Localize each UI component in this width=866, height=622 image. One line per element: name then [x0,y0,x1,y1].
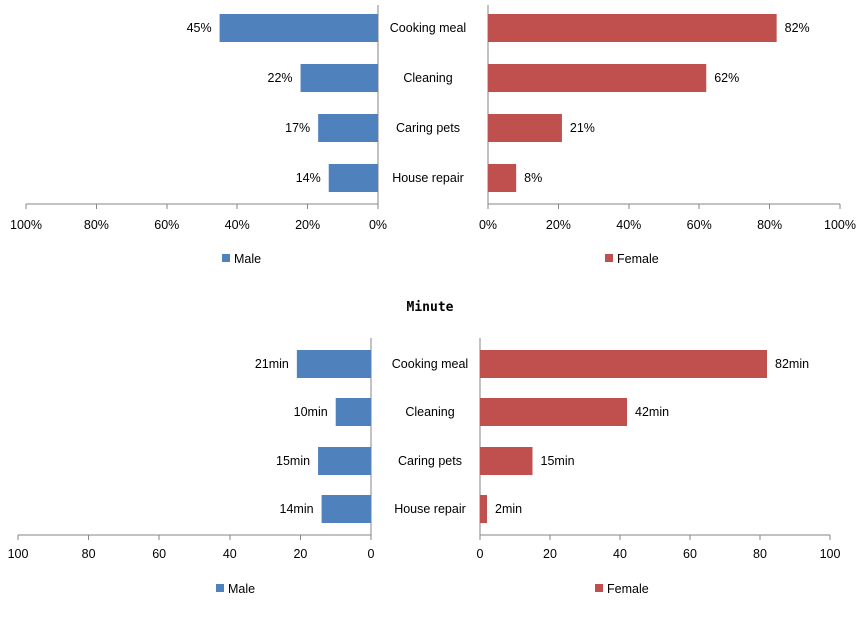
male-bar [318,447,371,475]
category-label: House repair [392,171,464,185]
right-tick-label: 80 [753,547,767,561]
male-data-label: 14min [280,502,314,516]
female-bar [480,495,487,523]
female-data-label: 21% [570,121,595,135]
female-bar [480,447,533,475]
category-label: Caring pets [398,454,462,468]
left-tick-label: 40 [223,547,237,561]
right-tick-label: 0% [479,218,497,232]
female-bar [480,398,627,426]
legend-swatch-female [605,254,613,262]
legend-label-male: Male [234,252,261,266]
male-bar [296,350,371,378]
category-label: Cooking meal [392,357,468,371]
right-tick-label: 60% [687,218,712,232]
male-data-label: 14% [296,171,321,185]
category-label: Cooking meal [390,21,466,35]
right-tick-label: 40% [616,218,641,232]
right-tick-label: 60 [683,547,697,561]
female-data-label: 42min [635,405,669,419]
female-bar [480,350,767,378]
male-data-label: 21min [255,357,289,371]
male-bar [335,398,371,426]
right-tick-label: 100% [824,218,856,232]
legend-label-female: Female [617,252,659,266]
male-bar [321,495,371,523]
female-bar [488,164,517,192]
male-data-label: 17% [285,121,310,135]
male-bar [300,64,378,92]
left-tick-label: 20 [293,547,307,561]
male-bar [328,164,378,192]
female-bar [488,114,562,142]
female-data-label: 2min [495,502,522,516]
category-label: Cleaning [403,71,452,85]
left-tick-label: 0 [368,547,375,561]
right-tick-label: 100 [820,547,841,561]
category-label: Caring pets [396,121,460,135]
male-data-label: 15min [276,454,310,468]
right-tick-label: 20 [543,547,557,561]
legend-label-female: Female [607,582,649,596]
left-tick-label: 20% [295,218,320,232]
male-bar [318,114,378,142]
right-tick-label: 80% [757,218,782,232]
left-tick-label: 80% [84,218,109,232]
left-tick-label: 60% [154,218,179,232]
male-data-label: 10min [294,405,328,419]
female-data-label: 82min [775,357,809,371]
legend-label-male: Male [228,582,255,596]
male-bar [219,14,378,42]
right-tick-label: 0 [477,547,484,561]
female-data-label: 8% [524,171,542,185]
male-data-label: 22% [268,71,293,85]
legend-swatch-male [222,254,230,262]
female-data-label: 15min [541,454,575,468]
legend-swatch-male [216,584,224,592]
right-tick-label: 20% [546,218,571,232]
middle-title: Minute [407,300,454,315]
category-label: House repair [394,502,466,516]
left-tick-label: 80 [82,547,96,561]
female-data-label: 82% [785,21,810,35]
left-tick-label: 100% [10,218,42,232]
left-tick-label: 0% [369,218,387,232]
legend-swatch-female [595,584,603,592]
male-data-label: 45% [187,21,212,35]
left-tick-label: 100 [8,547,29,561]
female-bar [488,64,707,92]
female-bar [488,14,777,42]
female-data-label: 62% [714,71,739,85]
right-tick-label: 40 [613,547,627,561]
left-tick-label: 40% [225,218,250,232]
left-tick-label: 60 [152,547,166,561]
category-label: Cleaning [405,405,454,419]
